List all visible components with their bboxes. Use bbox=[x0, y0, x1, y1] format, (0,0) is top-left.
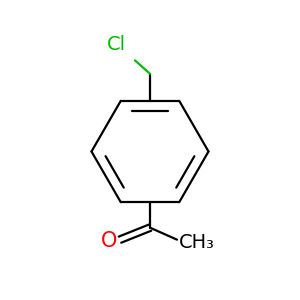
Text: Cl: Cl bbox=[107, 35, 126, 54]
Text: CH₃: CH₃ bbox=[178, 233, 214, 252]
Text: O: O bbox=[100, 231, 117, 251]
